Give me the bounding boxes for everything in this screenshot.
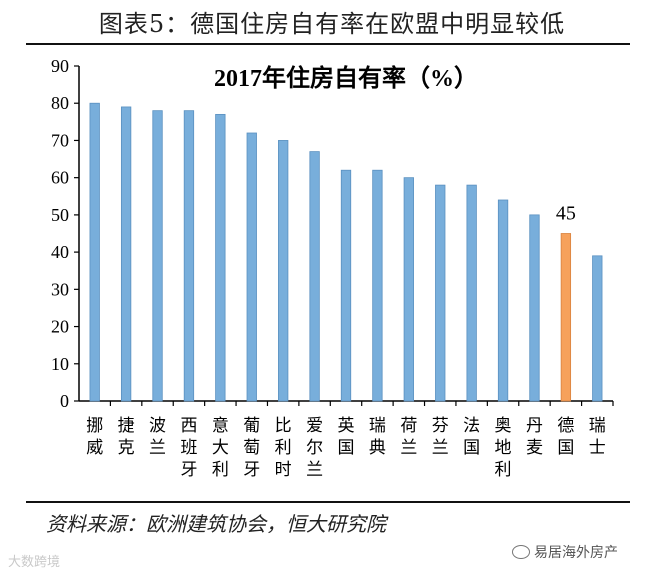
category-label: 典 <box>369 438 386 458</box>
chart-title: 2017年住房自有率（%） <box>214 64 478 92</box>
watermark-right-label: 易居海外房产 <box>534 545 618 561</box>
category-label: 麦 <box>526 438 543 458</box>
source-note: 资料来源：欧洲建筑协会，恒大研究院 <box>46 512 386 536</box>
bar <box>529 214 540 402</box>
category-label: 兰 <box>149 438 166 458</box>
bar <box>120 106 132 402</box>
bottom-rule <box>26 501 630 503</box>
category-label: 大 <box>212 438 229 458</box>
category-label: 兰 <box>400 438 417 458</box>
bar <box>592 255 603 402</box>
y-tick-label: 10 <box>51 354 69 374</box>
category-label: 西 <box>180 416 197 436</box>
category-label: 兰 <box>432 438 449 458</box>
category-label: 意 <box>212 416 229 436</box>
category-label: 尔 <box>306 438 323 458</box>
category-label: 牙 <box>243 460 260 480</box>
category-label: 国 <box>338 438 355 458</box>
bar <box>183 110 195 402</box>
category-label: 牙 <box>180 460 197 480</box>
category-label: 地 <box>495 438 512 458</box>
bars: 45 <box>89 102 603 402</box>
category-label: 葡 <box>243 416 260 436</box>
y-tick-label: 90 <box>51 56 69 76</box>
category-label: 兰 <box>306 460 323 480</box>
y-tick-label: 70 <box>51 130 69 150</box>
y-tick-label: 60 <box>51 168 69 188</box>
category-label: 国 <box>463 438 480 458</box>
category-label: 威 <box>86 438 103 458</box>
category-label: 法 <box>463 416 480 436</box>
bar <box>435 184 446 402</box>
category-label: 利 <box>275 438 292 458</box>
category-label: 丹 <box>526 416 543 436</box>
category-label: 瑞 <box>369 416 386 436</box>
category-label: 比 <box>275 416 292 436</box>
y-tick-label: 40 <box>51 242 69 262</box>
y-tick-label: 80 <box>51 93 69 113</box>
category-label: 芬 <box>432 416 449 436</box>
watermark-right: 易居海外房产 <box>512 542 618 562</box>
category-label: 士 <box>589 438 606 458</box>
axes: 0 10 20 30 40 50 60 70 80 90 <box>51 56 614 411</box>
category-label: 国 <box>557 438 574 458</box>
category-label: 利 <box>495 460 512 480</box>
bar <box>215 113 226 402</box>
category-label: 波 <box>149 416 166 436</box>
y-tick-label: 0 <box>60 391 69 411</box>
y-tick-label: 50 <box>51 205 69 225</box>
bar <box>372 169 383 402</box>
category-label: 利 <box>212 460 229 480</box>
y-tick-label: 20 <box>51 317 69 337</box>
category-label: 挪 <box>86 416 103 436</box>
category-label: 瑞 <box>589 416 606 436</box>
bar <box>466 184 477 402</box>
bar <box>278 140 289 402</box>
bar <box>497 199 509 402</box>
category-label: 荷 <box>400 416 417 436</box>
category-label: 奥 <box>495 416 512 436</box>
bar <box>89 102 100 402</box>
figure-title: 图表5：德国住房自有率在欧盟中明显较低 <box>98 10 566 38</box>
category-label: 英 <box>338 416 355 436</box>
category-label: 时 <box>275 460 292 480</box>
wechat-icon <box>512 545 530 559</box>
category-label: 班 <box>180 438 197 458</box>
bar <box>403 177 414 402</box>
data-label: 45 <box>556 203 576 225</box>
bar <box>560 233 572 402</box>
bar <box>309 151 320 402</box>
category-label: 捷 <box>118 416 135 436</box>
bar <box>152 110 163 402</box>
y-tick-label: 30 <box>51 279 69 299</box>
bar <box>246 132 257 402</box>
top-rule <box>26 43 630 45</box>
category-label: 爱 <box>306 416 323 436</box>
category-label: 萄 <box>243 438 260 458</box>
category-label: 克 <box>118 438 135 458</box>
category-label: 德 <box>557 416 574 436</box>
bar <box>340 169 352 402</box>
watermark-left: 大数跨境 <box>8 555 61 570</box>
